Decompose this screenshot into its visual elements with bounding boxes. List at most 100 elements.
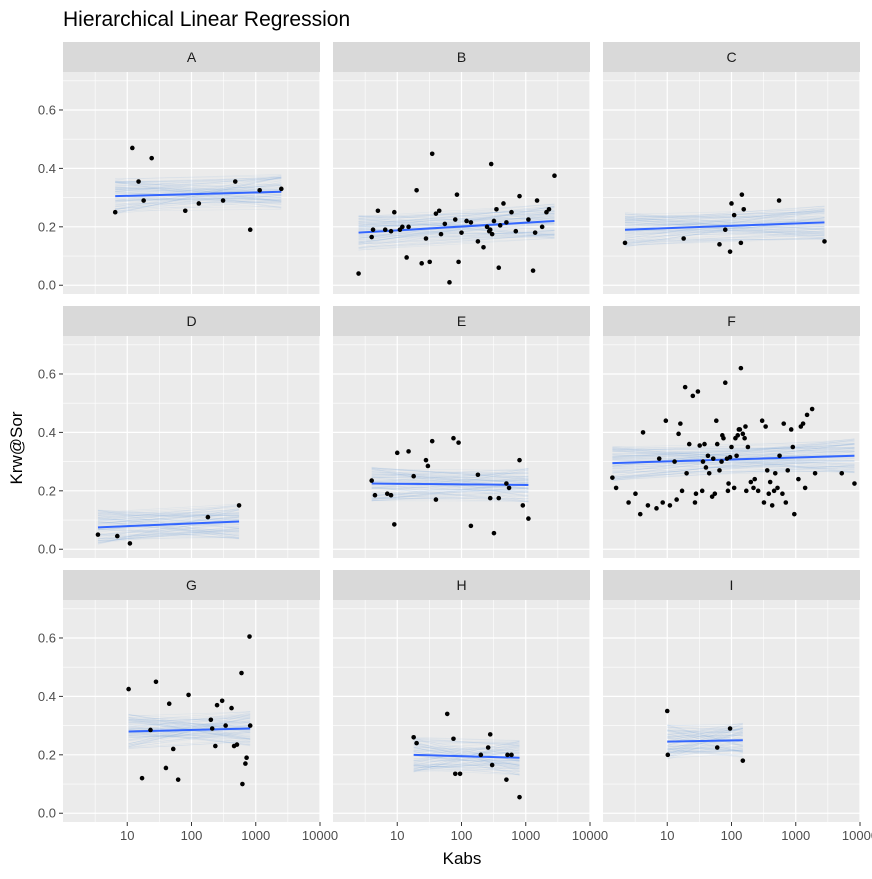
data-point [208, 717, 214, 723]
data-point [494, 206, 499, 212]
posterior-line [115, 196, 282, 204]
posterior-line [371, 479, 529, 482]
posterior-line [97, 515, 240, 539]
posterior-line [371, 466, 529, 498]
facet-strip-label: F [727, 313, 736, 329]
data-point [411, 473, 416, 479]
posterior-line [371, 487, 529, 499]
posterior-line [358, 210, 555, 217]
posterior-line [371, 468, 529, 471]
data-point [664, 708, 670, 714]
posterior-line [128, 716, 251, 731]
data-point [447, 280, 452, 285]
posterior-line [128, 728, 251, 747]
posterior-line [413, 749, 520, 754]
posterior-line [97, 533, 240, 536]
data-point [234, 742, 240, 747]
data-point [626, 500, 631, 505]
posterior-line [667, 750, 743, 753]
posterior-line [97, 518, 240, 522]
posterior-line [97, 509, 240, 522]
posterior-line [115, 191, 282, 205]
posterior-line [115, 195, 282, 204]
data-point [546, 206, 552, 212]
posterior-line [371, 497, 529, 500]
data-point [423, 457, 429, 463]
posterior-line [115, 190, 282, 205]
posterior-line [97, 510, 240, 530]
posterior-line [624, 209, 825, 226]
y-tick-label: 0.6 [38, 102, 56, 117]
posterior-line [358, 218, 555, 228]
posterior-line [128, 728, 251, 742]
posterior-line [371, 484, 529, 496]
posterior-line [624, 218, 825, 223]
posterior-line [371, 475, 529, 488]
posterior-line [97, 521, 240, 536]
posterior-line [624, 238, 825, 241]
posterior-line [97, 525, 240, 543]
data-point [497, 223, 503, 228]
posterior-line [413, 744, 520, 756]
posterior-line [667, 727, 743, 757]
posterior-line [115, 181, 282, 203]
posterior-line [97, 520, 240, 525]
data-point [149, 155, 154, 161]
facet-panel-d: D [63, 306, 321, 558]
posterior-line [612, 447, 855, 469]
posterior-line [128, 725, 251, 740]
data-point [640, 430, 646, 435]
posterior-line [624, 220, 825, 230]
facet-panel-h: H [333, 570, 591, 822]
data-point [433, 497, 439, 502]
facet-strip-label: D [186, 313, 196, 329]
posterior-line [115, 184, 282, 210]
posterior-line [358, 233, 555, 251]
data-point [496, 265, 502, 271]
posterior-line [371, 473, 529, 476]
posterior-line [371, 490, 529, 502]
fit-line [667, 739, 743, 743]
posterior-line [667, 747, 743, 750]
posterior-line [128, 733, 251, 738]
posterior-line [371, 472, 529, 475]
x-tick-label: 10000 [842, 828, 872, 843]
data-point [809, 406, 815, 412]
posterior-line [97, 521, 240, 532]
data-point [182, 208, 188, 214]
posterior-line [358, 229, 555, 241]
data-point [475, 472, 481, 478]
posterior-line [115, 188, 282, 192]
data-point [414, 188, 419, 193]
posterior-line [115, 176, 282, 214]
posterior-line [128, 716, 251, 727]
posterior-line [667, 733, 743, 751]
posterior-line [413, 754, 520, 774]
posterior-line [371, 487, 529, 492]
facet-panel-i: I [603, 570, 861, 822]
posterior-line [612, 451, 855, 472]
posterior-line [413, 741, 520, 744]
posterior-line [115, 176, 282, 191]
data-point [400, 224, 405, 230]
posterior-line [128, 717, 251, 746]
posterior-line [115, 191, 282, 210]
posterior-line [128, 718, 251, 728]
data-point [752, 476, 758, 482]
posterior-line [612, 453, 855, 456]
posterior-line [97, 529, 240, 535]
posterior-line [624, 231, 825, 234]
posterior-line [115, 178, 282, 189]
posterior-line [612, 447, 855, 469]
posterior-line [612, 450, 855, 461]
data-point [802, 485, 808, 491]
posterior-line [97, 509, 240, 521]
posterior-line [358, 216, 555, 228]
data-point [613, 485, 619, 491]
posterior-line [612, 454, 855, 478]
posterior-line [97, 514, 240, 517]
data-point [667, 503, 673, 508]
data-point [633, 491, 638, 497]
posterior-line [97, 504, 240, 529]
data-point [693, 491, 699, 497]
